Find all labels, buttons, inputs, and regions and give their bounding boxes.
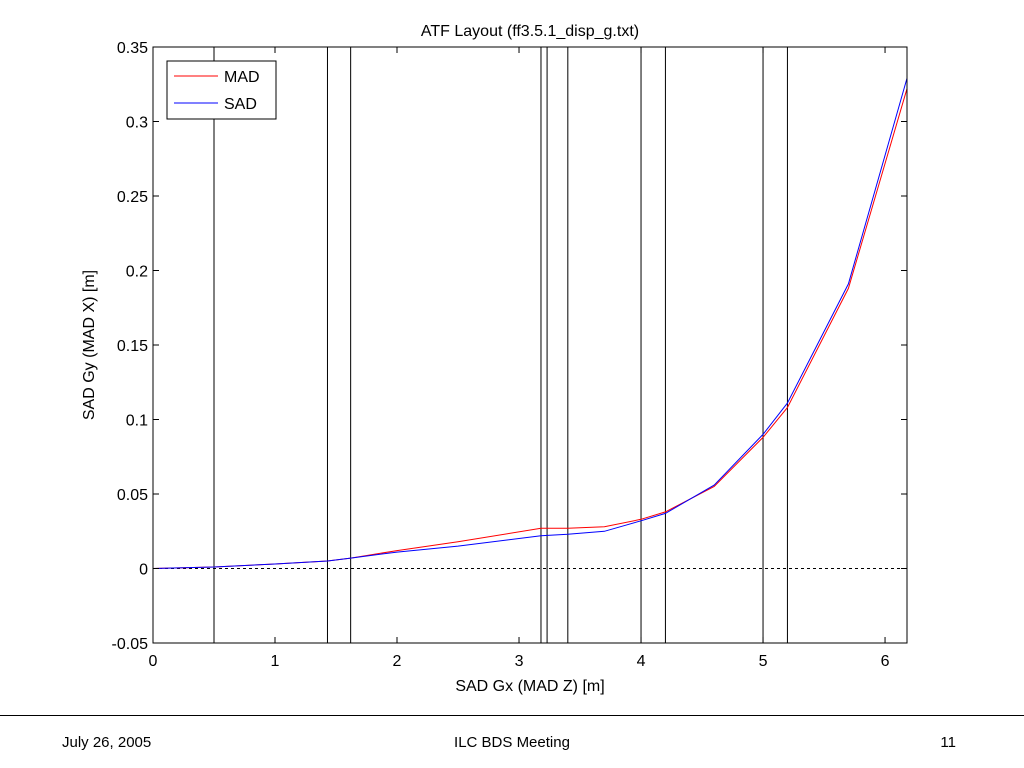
legend: MAD SAD: [166, 60, 277, 120]
y-tick-label: 0.05: [117, 487, 148, 504]
ticks-layer: [152, 46, 907, 644]
y-tick-label: 0: [139, 562, 148, 579]
y-tick-label: 0.1: [126, 413, 148, 430]
legend-box: [166, 60, 277, 120]
footer-date: July 26, 2005: [62, 734, 152, 751]
legend-label-sad: SAD: [224, 96, 257, 113]
series-sad-line: [152, 78, 908, 569]
x-tick-labels: 0 1 2 3 4 5 6: [149, 653, 890, 670]
footer-meeting-title: ILC BDS Meeting: [454, 734, 570, 751]
chart-title: ATF Layout (ff3.5.1_disp_g.txt): [421, 23, 639, 40]
footer-page-number: 11: [940, 734, 956, 751]
plot-area: [153, 47, 907, 643]
series-layer: [152, 78, 908, 569]
y-axis-label: SAD Gy (MAD X) [m]: [81, 270, 98, 420]
x-tick-label: 4: [637, 653, 646, 670]
y-tick-label: -0.05: [112, 636, 149, 653]
x-tick-label: 6: [881, 653, 890, 670]
x-axis-label: SAD Gx (MAD Z) [m]: [455, 678, 604, 695]
x-tick-label: 3: [515, 653, 524, 670]
y-tick-label: 0.15: [117, 338, 148, 355]
x-tick-label: 2: [393, 653, 402, 670]
x-tick-label: 1: [271, 653, 280, 670]
y-tick-label: 0.2: [126, 264, 148, 281]
footer-divider: [0, 715, 1024, 716]
y-tick-label: 0.3: [126, 115, 148, 132]
x-tick-label: 5: [759, 653, 768, 670]
x-tick-label: 0: [149, 653, 158, 670]
legend-label-mad: MAD: [224, 69, 260, 86]
y-tick-labels: -0.05 0 0.05 0.1 0.15 0.2 0.25 0.3 0.35: [112, 40, 149, 653]
vertical-lines-layer: [213, 47, 788, 643]
y-tick-label: 0.35: [117, 40, 148, 57]
y-tick-label: 0.25: [117, 189, 148, 206]
